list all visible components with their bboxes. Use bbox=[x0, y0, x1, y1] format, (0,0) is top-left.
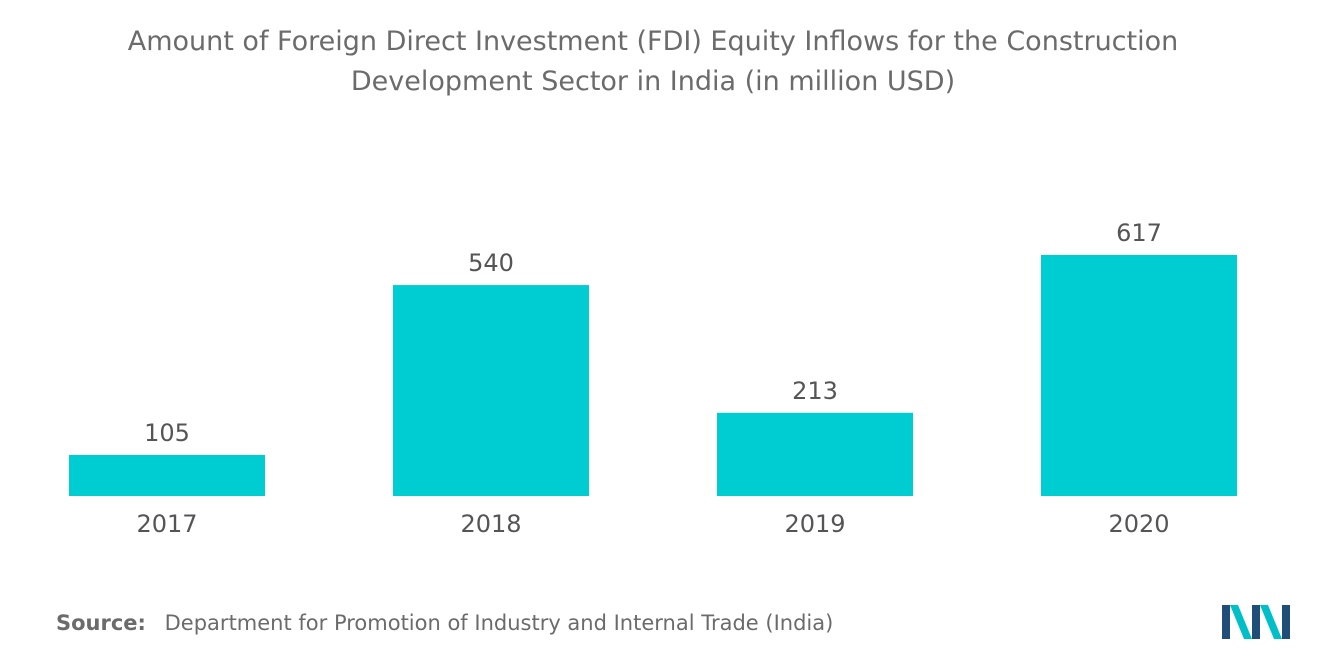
source-text: Department for Promotion of Industry and… bbox=[164, 611, 834, 635]
logo-left-diagonal bbox=[1230, 605, 1252, 639]
brand-logo-icon bbox=[1222, 605, 1290, 639]
bar-2017 bbox=[69, 454, 265, 496]
x-tick-label-2020: 2020 bbox=[1108, 510, 1169, 538]
data-label-2020: 617 bbox=[1116, 219, 1162, 247]
source-note: Source: Department for Promotion of Indu… bbox=[56, 611, 833, 635]
bar-2018 bbox=[393, 285, 589, 496]
logo-right-bar bbox=[1282, 605, 1290, 639]
logo-left-bar bbox=[1222, 605, 1230, 639]
chart-title: Amount of Foreign Direct Investment (FDI… bbox=[0, 22, 1306, 102]
source-label: Source: bbox=[56, 611, 146, 635]
bar-2019 bbox=[717, 412, 913, 496]
chart-title-line-1: Amount of Foreign Direct Investment (FDI… bbox=[127, 26, 1179, 57]
logo-right-diagonal bbox=[1260, 605, 1282, 639]
data-label-2018: 540 bbox=[468, 249, 514, 277]
x-tick-label-2017: 2017 bbox=[136, 510, 197, 538]
chart-title-line-2: Development Sector in India (in million … bbox=[350, 66, 956, 97]
logo-mid-bar bbox=[1252, 605, 1260, 639]
x-tick-label-2019: 2019 bbox=[784, 510, 845, 538]
data-label-2017: 105 bbox=[144, 419, 190, 447]
x-tick-label-2018: 2018 bbox=[460, 510, 521, 538]
bar-2020 bbox=[1041, 255, 1237, 496]
data-label-2019: 213 bbox=[792, 377, 838, 405]
